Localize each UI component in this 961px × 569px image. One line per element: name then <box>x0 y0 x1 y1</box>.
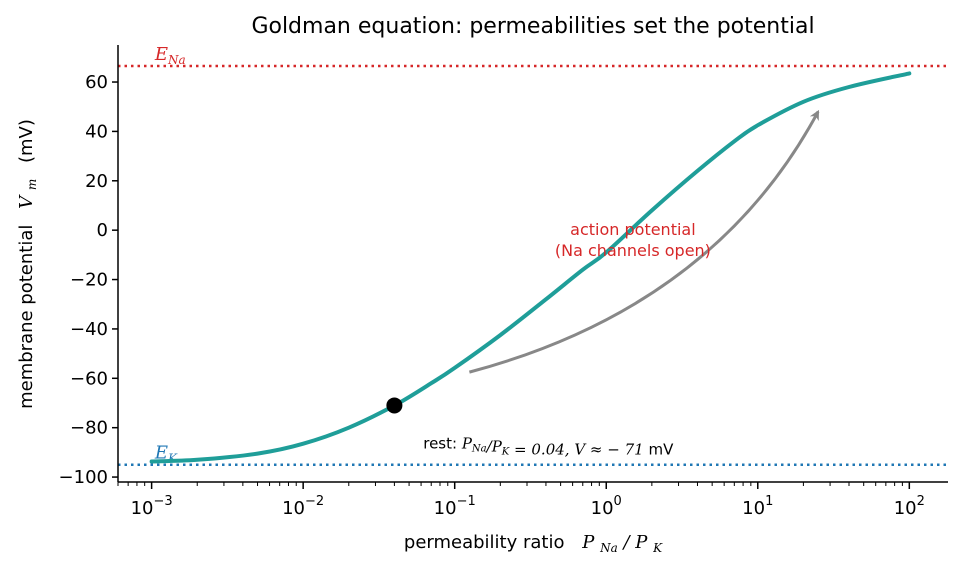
reference-label-na: ENa <box>154 44 186 67</box>
y-axis-label: membrane potential V m (mV) <box>16 119 41 409</box>
action-potential-label-line-1: action potential <box>570 220 696 239</box>
reference-label-k: EK <box>154 443 178 466</box>
plot-area: ENa EK rest: PNa/PK = 0.04, V ≈ − 71 mV act… <box>59 44 948 519</box>
x-axis-label-p1: P <box>581 532 595 553</box>
x-tick-label: 102 <box>894 494 925 519</box>
y-tick-label: −100 <box>59 467 108 488</box>
y-tick-label: 60 <box>85 72 108 93</box>
x-axis-label-sub2: K <box>652 541 663 555</box>
x-tick-label: 10−3 <box>131 494 173 519</box>
x-axis-label-text: permeability ratio <box>404 532 565 553</box>
y-tick-label: −60 <box>70 368 108 389</box>
x-axis-label: permeability ratio P Na / P K <box>404 532 663 557</box>
x-tick-label: 10−1 <box>434 494 476 519</box>
y-axis-label-unit: (mV) <box>16 119 37 163</box>
action-potential-arrow <box>468 109 820 374</box>
goldman-curve <box>149 71 912 464</box>
y-axis-label-text: membrane potential <box>16 225 37 409</box>
x-axis-label-p2: P <box>634 532 648 553</box>
y-tick-label: 40 <box>85 121 108 142</box>
y-tick-label: −80 <box>70 418 108 439</box>
y-tick-label: −40 <box>70 319 108 340</box>
y-axis-label-subscript: m <box>25 179 39 190</box>
x-axis-label-slash: / <box>621 532 631 553</box>
y-tick-label: −20 <box>70 270 108 291</box>
y-axis-label-symbol: V <box>16 194 37 209</box>
svg-text:membrane potential V: membrane potential V m (mV) <box>16 119 41 409</box>
x-axis-label-sub1: Na <box>599 541 618 555</box>
action-potential-label-line-2: (Na channels open) <box>555 241 711 260</box>
rest-point-marker <box>386 397 403 414</box>
x-tick-label: 101 <box>742 494 773 519</box>
x-tick-label: 10−2 <box>282 494 324 519</box>
chart-title: Goldman equation: permeabilities set the… <box>251 14 814 39</box>
rest-annotation: rest: PNa/PK = 0.04, V ≈ − 71 mV <box>423 435 674 459</box>
y-tick-label: 0 <box>97 220 108 241</box>
x-tick-label: 100 <box>591 494 622 519</box>
y-tick-label: 20 <box>85 171 108 192</box>
